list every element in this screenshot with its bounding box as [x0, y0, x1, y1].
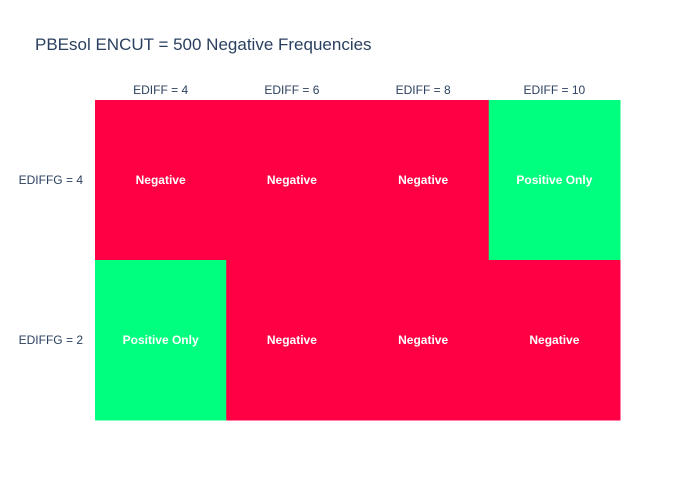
cell-value-label: Negative [398, 173, 448, 187]
cell-value-label: Negative [529, 333, 579, 347]
chart-title: PBEsol ENCUT = 500 Negative Frequencies [35, 35, 372, 54]
y-tick-label: EDIFFG = 2 [19, 333, 84, 347]
y-tick-label: EDIFFG = 4 [19, 173, 84, 187]
heatmap-cells: Negative Negative Negative Positive Only Pos… [95, 100, 621, 421]
x-tick-label: EDIFF = 8 [396, 83, 451, 97]
cell-value-label: Positive Only [516, 173, 592, 187]
cell-value-label: Positive Only [123, 333, 199, 347]
cell-value-label: Negative [267, 333, 317, 347]
x-tick-label: EDIFF = 6 [264, 83, 319, 97]
heatmap-cell [488, 100, 621, 261]
x-tick-label: EDIFF = 4 [133, 83, 188, 97]
heatmap-cell [357, 100, 490, 261]
y-axis-ticks: EDIFFG = 4 EDIFFG = 2 [19, 173, 84, 347]
cell-value-label: Negative [398, 333, 448, 347]
cell-value-label: Negative [267, 173, 317, 187]
heatmap-cell [95, 100, 227, 261]
heatmap-cell [226, 100, 358, 261]
heatmap-cell [95, 260, 227, 421]
x-axis-ticks: EDIFF = 4 EDIFF = 6 EDIFF = 8 EDIFF = 10 [133, 83, 585, 97]
heatmap-cell [488, 260, 621, 421]
x-tick-label: EDIFF = 10 [524, 83, 586, 97]
heatmap-cell [226, 260, 358, 421]
heatmap-cell [357, 260, 490, 421]
cell-value-label: Negative [136, 173, 186, 187]
